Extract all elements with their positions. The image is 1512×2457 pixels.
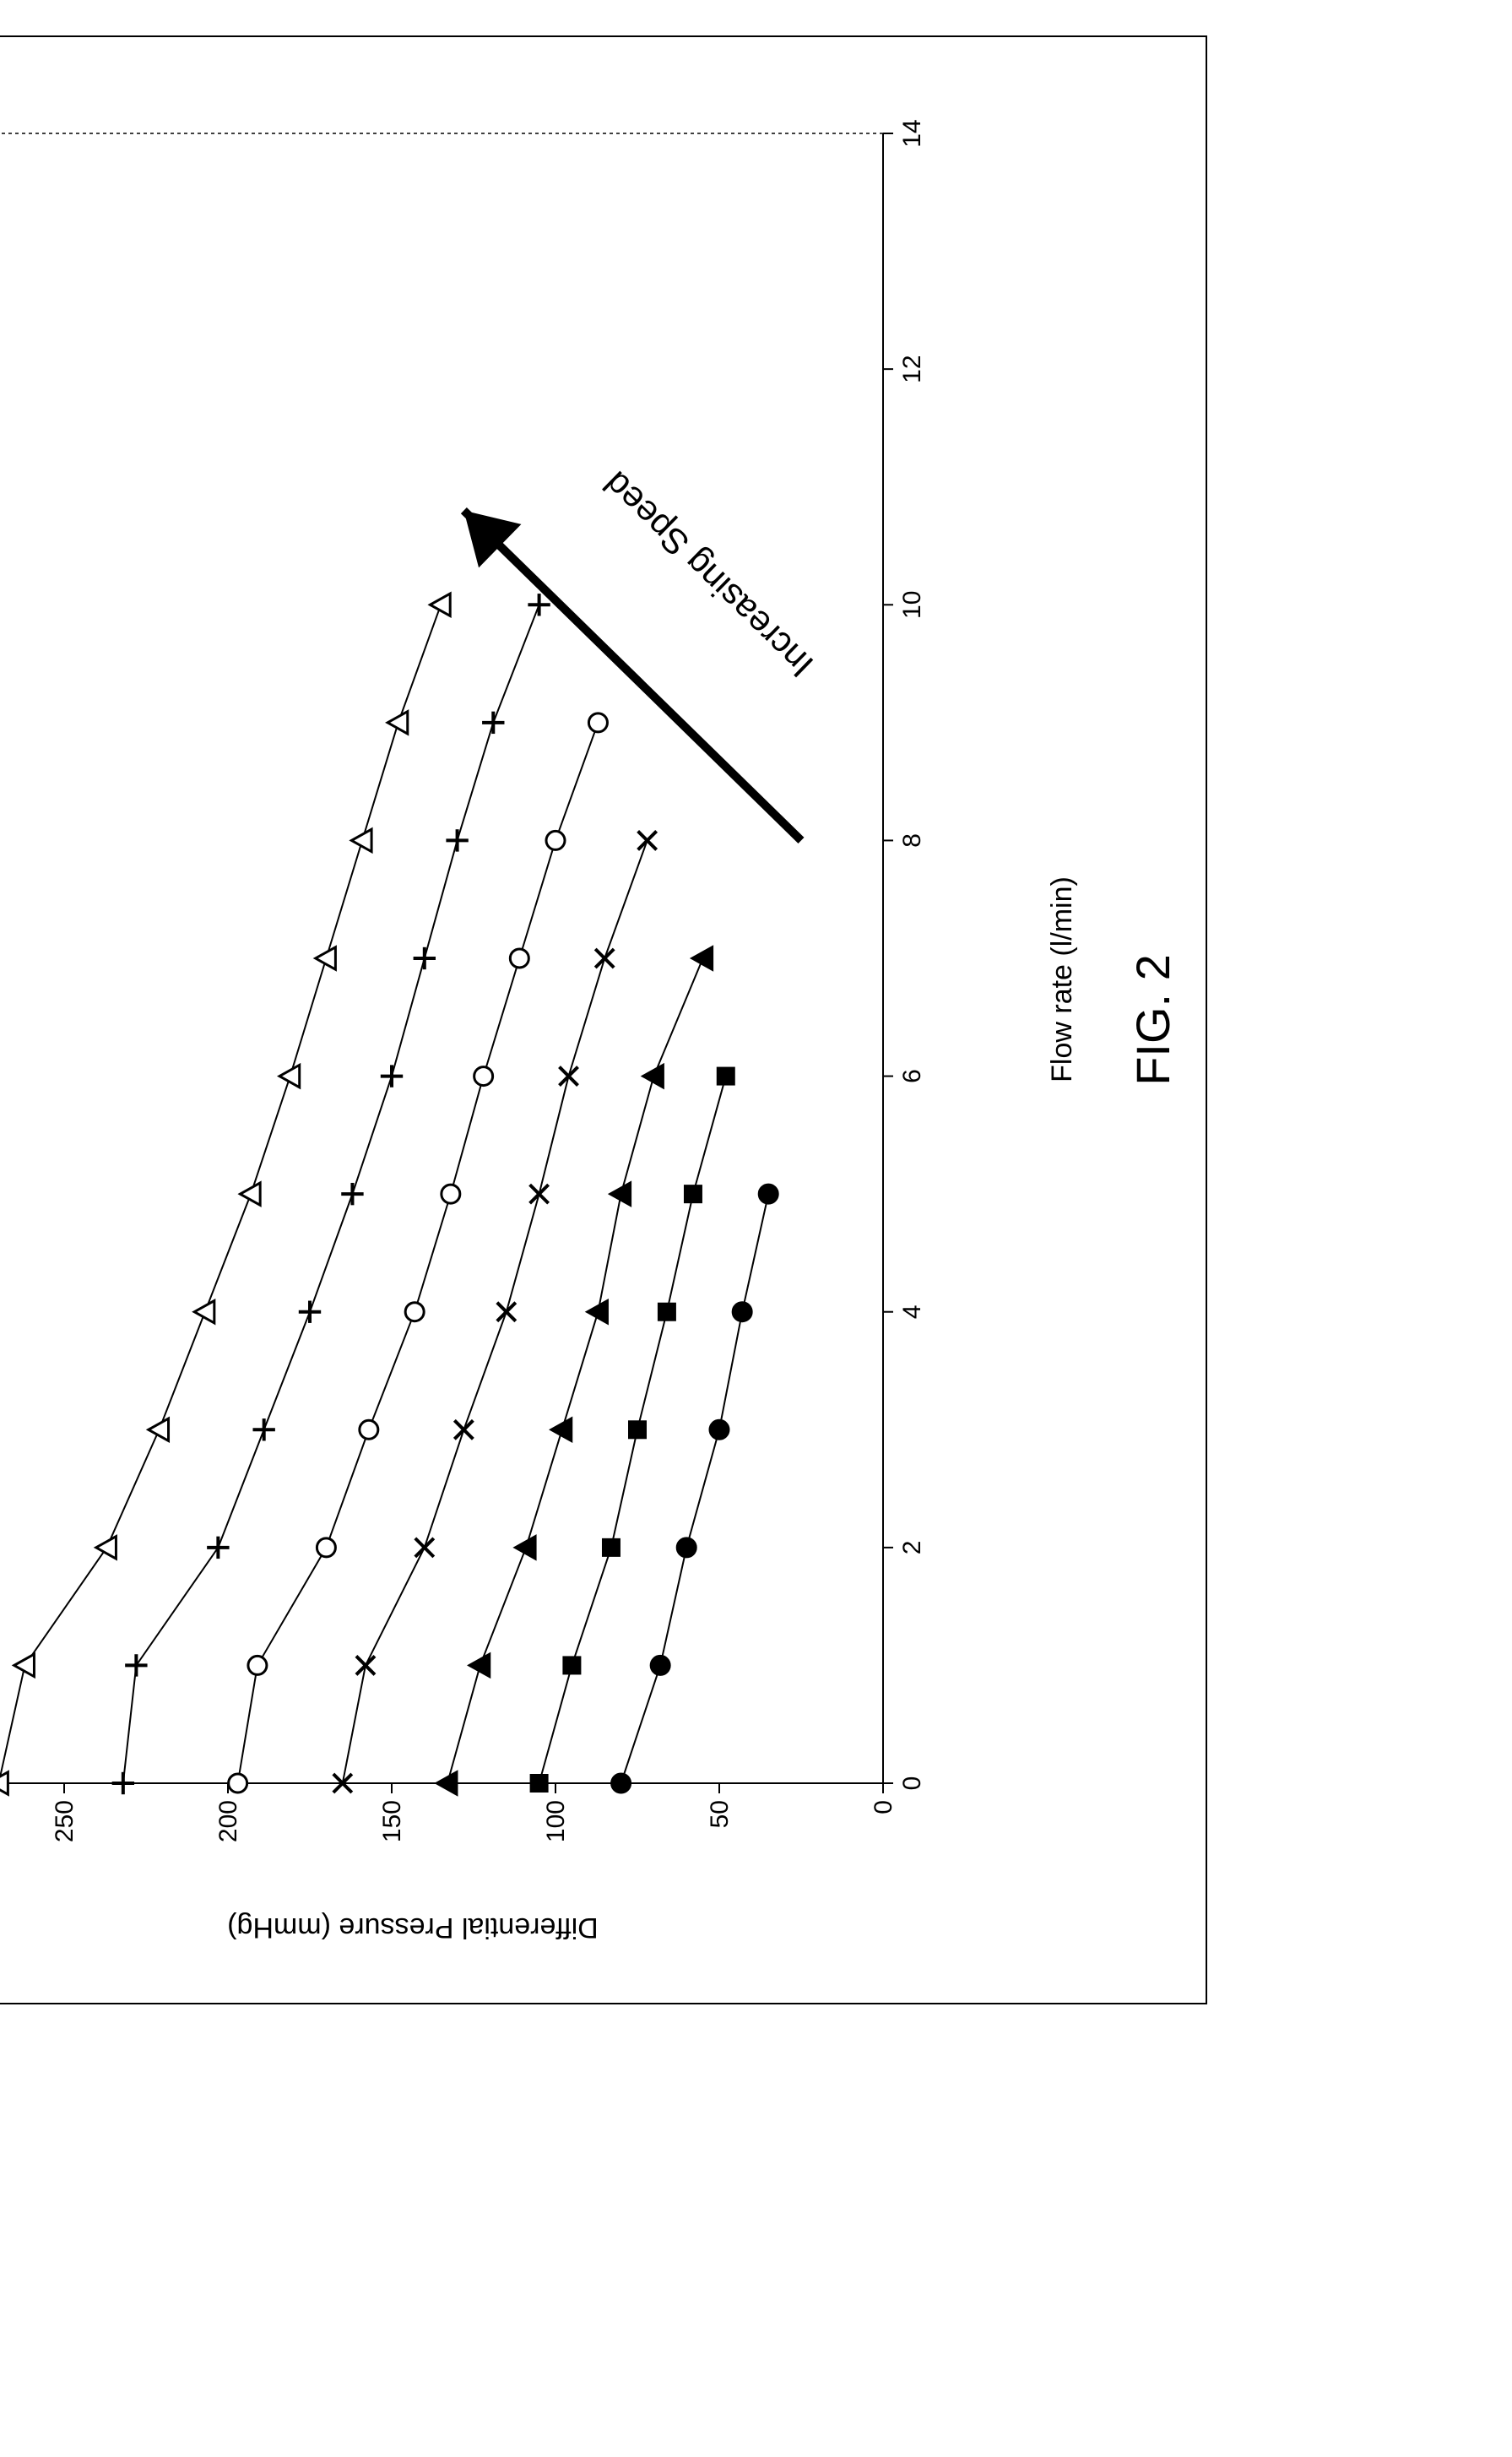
series-marker xyxy=(442,1185,460,1203)
series-marker xyxy=(446,829,468,851)
x-tick-label: 6 xyxy=(898,1069,926,1083)
series-marker xyxy=(125,1654,147,1676)
series-marker xyxy=(710,1420,729,1439)
page: Speed: 8KSpeed: 9KSpeed: 10KSpeed: 11KSp… xyxy=(0,0,1512,2048)
series-marker xyxy=(149,1418,169,1440)
series-marker xyxy=(431,594,451,616)
series-marker xyxy=(194,1301,214,1323)
x-tick-label: 14 xyxy=(898,119,926,147)
series-marker xyxy=(415,1538,434,1557)
series-marker xyxy=(658,1303,676,1321)
series-marker xyxy=(638,831,657,849)
series-marker xyxy=(692,947,713,969)
y-tick-label: 200 xyxy=(214,1800,242,1842)
series-marker xyxy=(248,1656,267,1674)
series-marker xyxy=(684,1185,702,1203)
series-marker xyxy=(717,1067,735,1086)
series-marker xyxy=(341,1183,363,1205)
series-marker xyxy=(551,1418,572,1440)
series-marker xyxy=(474,1067,493,1086)
series-marker xyxy=(612,1774,631,1793)
series-marker xyxy=(299,1301,321,1323)
y-tick-label: 150 xyxy=(378,1800,406,1842)
series-marker xyxy=(560,1067,578,1086)
series-marker xyxy=(628,1420,647,1439)
series-marker xyxy=(207,1537,229,1559)
series-marker xyxy=(497,1303,516,1321)
x-tick-label: 10 xyxy=(898,591,926,619)
annotation-arrow xyxy=(463,511,801,841)
series-line xyxy=(621,1194,769,1783)
series-marker xyxy=(510,949,528,968)
series-marker xyxy=(96,1537,117,1559)
series-marker xyxy=(530,1774,549,1793)
x-axis-label: Flow rate (l/min) xyxy=(1046,117,1079,1842)
series-line xyxy=(123,605,539,1783)
outer-panel: Speed: 8KSpeed: 9KSpeed: 10KSpeed: 11KSp… xyxy=(0,35,1207,2004)
series-marker xyxy=(414,947,436,969)
series-marker xyxy=(759,1185,778,1203)
series-marker xyxy=(643,1065,664,1087)
series-marker xyxy=(112,1772,134,1794)
series-marker xyxy=(229,1774,247,1793)
series-marker xyxy=(317,1538,335,1557)
x-tick-label: 0 xyxy=(898,1776,926,1791)
y-tick-label: 50 xyxy=(706,1800,734,1828)
series-marker xyxy=(279,1065,300,1087)
chart-svg: 02468101214050100150200250300Increasing … xyxy=(0,117,942,1842)
panel-slot: Speed: 8KSpeed: 9KSpeed: 10KSpeed: 11KSp… xyxy=(0,35,1207,2004)
y-tick-label: 0 xyxy=(870,1800,897,1814)
series-marker xyxy=(454,1420,473,1439)
series-marker xyxy=(733,1303,751,1321)
series-marker xyxy=(381,1065,403,1087)
series-marker xyxy=(595,949,614,968)
series-line xyxy=(0,605,441,1783)
y-tick-label: 100 xyxy=(542,1800,570,1842)
series-marker xyxy=(0,1772,8,1794)
y-tick-label: 250 xyxy=(51,1800,79,1842)
series-marker xyxy=(14,1654,35,1676)
series-marker xyxy=(530,1185,549,1203)
series-marker xyxy=(360,1420,378,1439)
series-marker xyxy=(252,1418,274,1440)
figure-caption: FIG. 2 xyxy=(1125,37,1180,2003)
series-marker xyxy=(316,947,336,969)
series-marker xyxy=(515,1537,535,1559)
series-marker xyxy=(602,1538,621,1557)
series-marker xyxy=(482,712,504,734)
series-marker xyxy=(436,1772,457,1794)
annotation-text: Increasing Speed xyxy=(596,464,821,685)
x-tick-label: 2 xyxy=(898,1541,926,1555)
chart-area: 02468101214050100150200250300Increasing … xyxy=(0,117,942,1842)
series-marker xyxy=(588,1301,608,1323)
series-marker xyxy=(546,831,565,849)
series-marker xyxy=(588,713,607,732)
series-marker xyxy=(387,712,408,734)
series-marker xyxy=(677,1538,696,1557)
series-line xyxy=(238,723,599,1783)
series-marker xyxy=(356,1656,375,1674)
series-marker xyxy=(351,829,371,851)
series-marker xyxy=(405,1303,424,1321)
x-tick-label: 4 xyxy=(898,1304,926,1319)
series-marker xyxy=(469,1654,490,1676)
series-marker xyxy=(241,1183,261,1205)
x-tick-label: 8 xyxy=(898,833,926,848)
series-marker xyxy=(562,1656,581,1674)
x-tick-label: 12 xyxy=(898,355,926,382)
series-marker xyxy=(651,1656,669,1674)
